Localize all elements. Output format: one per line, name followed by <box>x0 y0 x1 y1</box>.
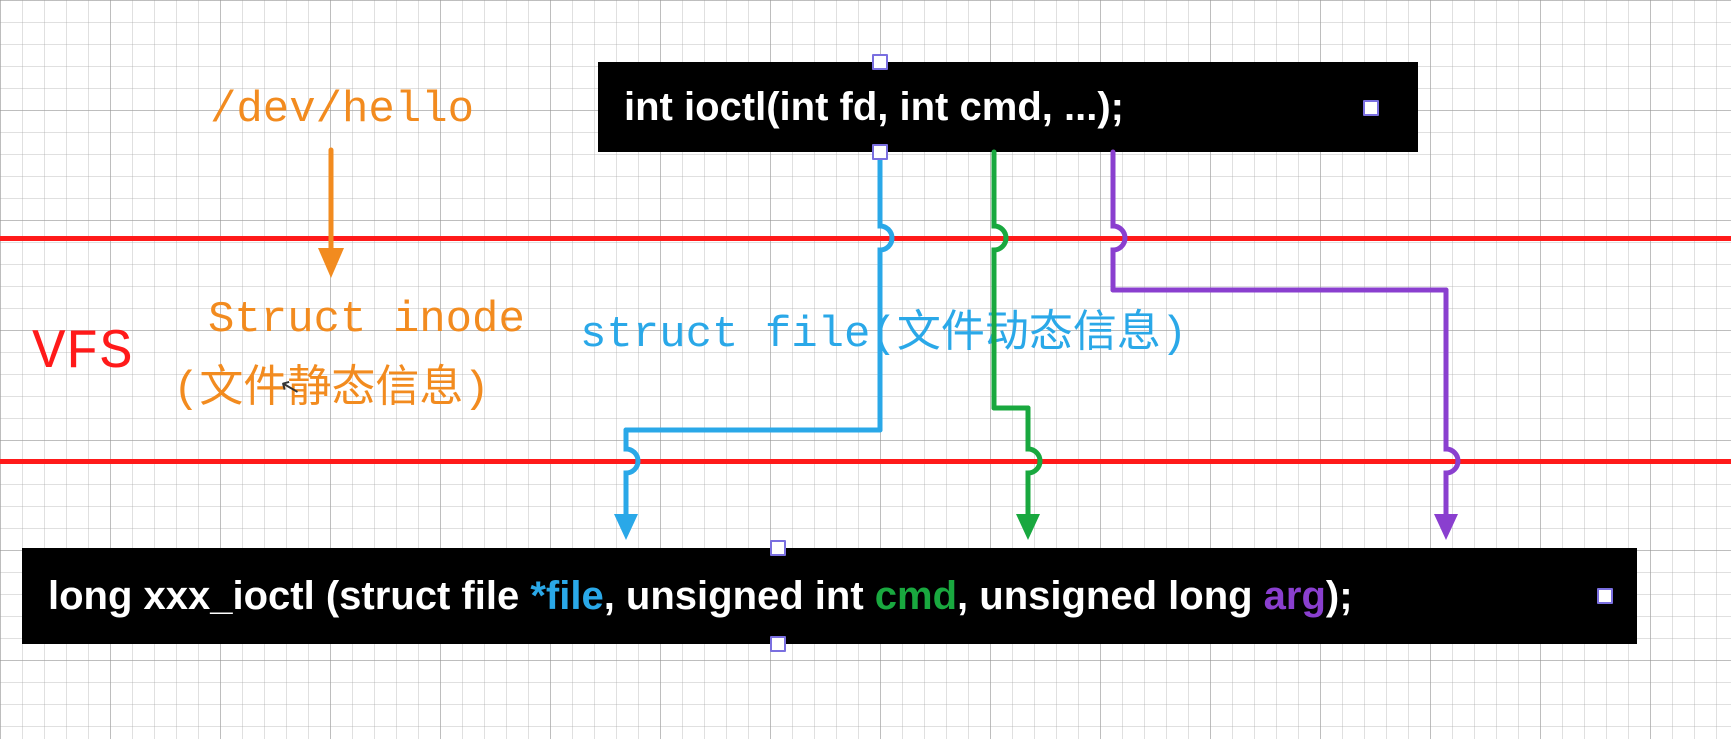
label-struct-inode: Struct inode <box>208 295 525 345</box>
codebox-ioctl-driver: long xxx_ioctl (struct file *file, unsig… <box>22 548 1637 644</box>
param-file: *file <box>530 574 603 618</box>
selection-handle-icon <box>770 540 786 556</box>
selection-handle-icon <box>872 54 888 70</box>
selection-handle-icon <box>1363 100 1379 116</box>
diagram-root: { "canvas": { "width": 1731, "height": 7… <box>0 0 1731 739</box>
selection-handle-icon <box>872 144 888 160</box>
vfs-line-top <box>0 236 1731 241</box>
label-struct-inode-desc: (文件静态信息) <box>173 350 490 415</box>
label-struct-file: struct file(文件动态信息) <box>580 295 1187 360</box>
param-cmd: cmd <box>875 574 957 618</box>
code-text: int ioctl(int fd, int cmd, ...); <box>624 85 1124 130</box>
selection-handle-icon <box>770 636 786 652</box>
param-arg: arg <box>1264 574 1326 618</box>
codebox-ioctl-user: int ioctl(int fd, int cmd, ...); <box>598 62 1418 152</box>
code-text: long xxx_ioctl (struct file *file, unsig… <box>48 574 1353 619</box>
selection-handle-icon <box>1597 588 1613 604</box>
label-dev-hello: /dev/hello <box>210 85 474 135</box>
label-struct-file-text: struct file(文件动态信息) <box>580 310 1187 360</box>
vfs-label: VFS <box>32 320 133 384</box>
vfs-line-bottom <box>0 459 1731 464</box>
